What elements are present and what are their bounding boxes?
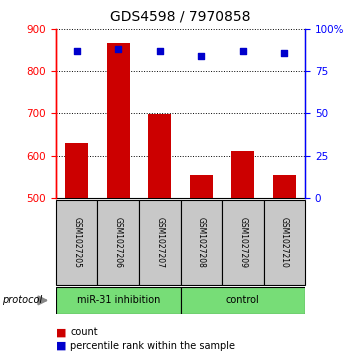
Text: GSM1027205: GSM1027205 — [72, 217, 81, 268]
Bar — [56, 287, 180, 314]
Text: GDS4598 / 7970858: GDS4598 / 7970858 — [110, 9, 251, 23]
Text: GSM1027210: GSM1027210 — [280, 217, 289, 268]
Bar — [97, 200, 139, 285]
Text: control: control — [226, 295, 260, 305]
Bar — [148, 114, 171, 198]
Bar — [231, 151, 254, 198]
Bar — [107, 42, 130, 198]
Bar — [180, 287, 305, 314]
Text: protocol: protocol — [2, 295, 42, 305]
Point — [199, 53, 204, 59]
Text: miR-31 inhibition: miR-31 inhibition — [77, 295, 160, 305]
Point — [74, 48, 80, 54]
Bar — [65, 143, 88, 198]
Bar — [190, 175, 213, 198]
Point — [282, 50, 287, 56]
Bar — [180, 200, 222, 285]
Bar — [222, 200, 264, 285]
Text: ■: ■ — [56, 327, 66, 337]
Point — [157, 48, 162, 54]
Text: GSM1027206: GSM1027206 — [114, 217, 123, 268]
Text: GSM1027207: GSM1027207 — [155, 217, 164, 268]
Text: count: count — [70, 327, 98, 337]
Bar — [273, 175, 296, 198]
Bar — [56, 200, 97, 285]
Point — [116, 46, 121, 52]
Text: GSM1027208: GSM1027208 — [197, 217, 206, 268]
Text: GSM1027209: GSM1027209 — [238, 217, 247, 268]
Text: percentile rank within the sample: percentile rank within the sample — [70, 340, 235, 351]
Bar — [139, 200, 180, 285]
Bar — [264, 200, 305, 285]
Text: ■: ■ — [56, 340, 66, 351]
Point — [240, 48, 245, 54]
